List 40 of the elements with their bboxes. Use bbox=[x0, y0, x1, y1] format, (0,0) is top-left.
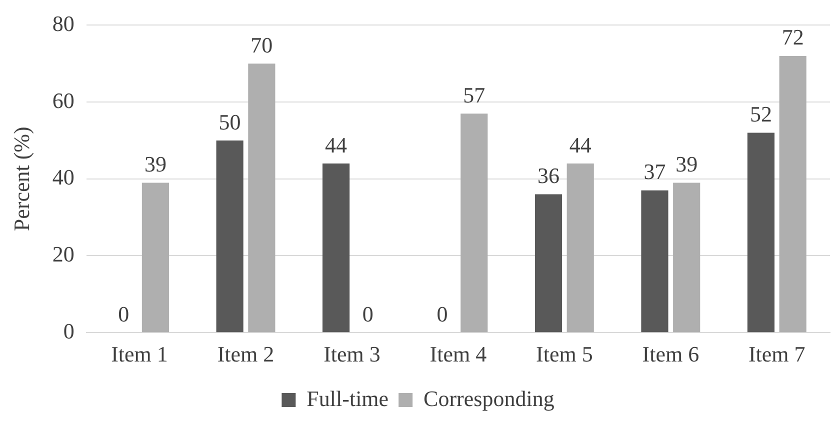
x-tick-label: Item 2 bbox=[217, 342, 274, 367]
bar bbox=[216, 140, 244, 332]
data-label: 0 bbox=[118, 301, 130, 326]
bar bbox=[142, 182, 169, 332]
data-label: 50 bbox=[218, 109, 241, 134]
y-tick-label: 80 bbox=[52, 10, 74, 36]
x-tick-label: Item 5 bbox=[536, 342, 593, 367]
data-label: 44 bbox=[569, 132, 592, 158]
y-axis-title: Percent (%) bbox=[8, 126, 34, 232]
x-tick-label: Item 1 bbox=[111, 342, 168, 367]
bar bbox=[460, 114, 488, 332]
legend-label: Corresponding bbox=[424, 386, 554, 411]
y-tick-label: 0 bbox=[63, 318, 74, 344]
y-tick-label: 60 bbox=[52, 88, 74, 113]
x-tick-label: Item 6 bbox=[642, 342, 700, 367]
data-label: 36 bbox=[537, 163, 560, 188]
data-label: 0 bbox=[362, 301, 374, 326]
x-tick-label: Item 3 bbox=[324, 342, 380, 367]
y-tick-label: 20 bbox=[52, 242, 74, 267]
data-label: 57 bbox=[463, 82, 486, 108]
bar bbox=[566, 164, 594, 332]
data-label: 0 bbox=[436, 301, 448, 326]
y-tick-label: 40 bbox=[52, 164, 74, 190]
x-tick-label: Item 4 bbox=[430, 342, 487, 367]
data-label: 39 bbox=[144, 152, 166, 177]
data-label: 39 bbox=[676, 152, 698, 177]
bar bbox=[641, 190, 668, 332]
data-label: 37 bbox=[644, 159, 666, 184]
bar bbox=[673, 182, 700, 332]
bar bbox=[747, 132, 774, 332]
data-label: 52 bbox=[750, 102, 772, 127]
bar bbox=[322, 164, 350, 332]
bar bbox=[779, 56, 806, 332]
data-label: 44 bbox=[325, 132, 348, 158]
bar bbox=[248, 64, 276, 332]
data-label: 70 bbox=[250, 32, 273, 58]
legend-label: Full-time bbox=[306, 386, 389, 411]
data-label: 72 bbox=[782, 24, 804, 50]
x-tick-label: Item 7 bbox=[748, 342, 806, 367]
bar bbox=[534, 194, 562, 332]
